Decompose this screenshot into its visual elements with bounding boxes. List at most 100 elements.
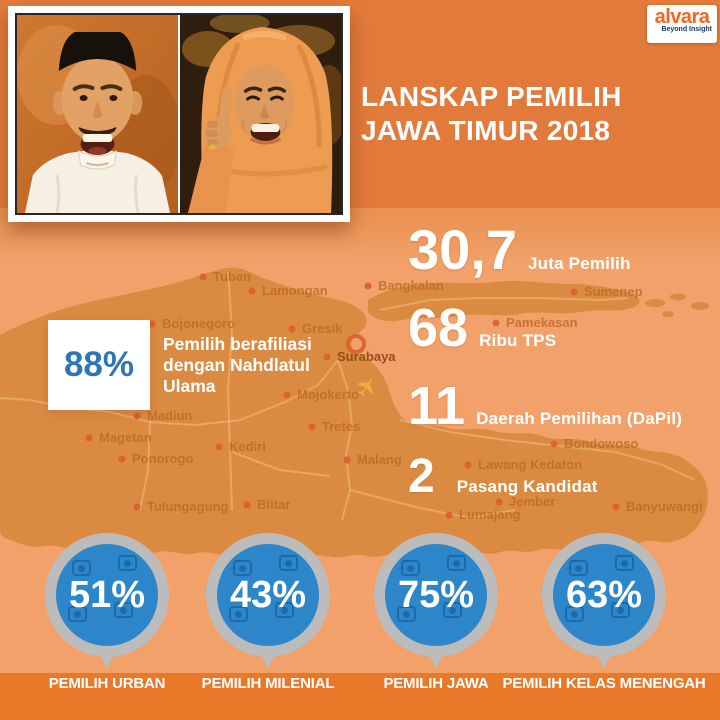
city-dot <box>133 412 141 420</box>
brand-name: alvara <box>654 6 710 28</box>
ballot-icon <box>114 602 133 618</box>
photo-frame <box>15 13 343 215</box>
pin-percentage: 43% <box>229 573 307 616</box>
city-dot <box>612 503 620 511</box>
city-dot <box>492 319 500 327</box>
city-dot <box>85 434 93 442</box>
city-label: Pamekasan <box>506 315 578 330</box>
city-label: Blitar <box>257 497 290 512</box>
pin-kelas-menengah: 63% <box>542 533 666 673</box>
city-label: Gresik <box>302 321 343 336</box>
city-dot <box>364 282 372 290</box>
pin-circle: 63% <box>553 544 655 646</box>
pin-circle: 75% <box>385 544 487 646</box>
city-dot <box>215 443 223 451</box>
small-island <box>645 299 665 307</box>
city-label: Ponorogo <box>132 451 193 466</box>
pin-circle: 51% <box>56 544 158 646</box>
footer-band <box>0 673 720 720</box>
ballot-icon <box>565 606 584 622</box>
segment-label-urban: PEMILIH URBAN <box>48 675 166 692</box>
candidate-photo-female <box>180 15 341 213</box>
east-java-map: Tuban Lamongan Bangkalan Sumenep Bojonegoro G… <box>0 267 709 558</box>
city-label: Mojokerto <box>297 387 359 402</box>
city-label: Kediri <box>229 439 266 454</box>
stat-label: Ribu TPS <box>479 331 557 350</box>
nu-text-line: Ulama <box>163 376 216 396</box>
city-dot <box>248 287 256 295</box>
city-label: Sumenep <box>584 284 643 299</box>
city-dot <box>148 320 156 328</box>
nu-text-line: Pemilih berafiliasi <box>163 334 312 354</box>
candidate-photo-male <box>17 15 178 213</box>
ballot-icon <box>397 606 416 622</box>
city-label: Bangkalan <box>378 278 444 293</box>
city-label: Tuban <box>213 269 251 284</box>
city-label: Tulungagung <box>147 499 228 514</box>
small-island <box>670 293 686 301</box>
ballot-icon <box>447 555 466 571</box>
city-dot <box>118 455 126 463</box>
candidates-photo-panel <box>8 6 350 222</box>
segment-label-milenial: PEMILIH MILENIAL <box>201 675 335 692</box>
pin-percentage: 75% <box>397 573 475 616</box>
title-line-2: JAWA TIMUR 2018 <box>361 115 611 146</box>
ballot-icon <box>275 602 294 618</box>
city-labels-layer: Tuban Lamongan Bangkalan Sumenep Bojonegoro G… <box>85 269 703 522</box>
city-label: Bondowoso <box>564 436 638 451</box>
ballot-icon <box>279 555 298 571</box>
city-dot <box>570 288 578 296</box>
page-title: LANSKAP PEMILIH JAWA TIMUR 2018 <box>361 80 622 148</box>
city-dot <box>133 503 141 511</box>
brand-logo: alvara Beyond Insight <box>647 5 717 43</box>
stat-value: 2 <box>408 450 435 503</box>
stat-value: 68 <box>408 298 469 358</box>
stat-voters: 30,7 Juta Pemilih <box>408 222 631 278</box>
ballot-icon <box>118 555 137 571</box>
ballot-icon <box>443 602 462 618</box>
surabaya-ring-marker <box>346 334 366 354</box>
city-dot <box>445 511 453 519</box>
pin-jawa: 75% <box>374 533 498 673</box>
city-dot <box>550 440 558 448</box>
small-island <box>662 311 674 317</box>
small-island <box>691 302 709 310</box>
city-label: Jember <box>509 494 555 509</box>
city-label: Malang <box>357 452 402 467</box>
ballot-icon <box>229 606 248 622</box>
stat-candidates: 2 Pasang Kandidat <box>408 453 598 501</box>
city-label: Lawang Kedaton <box>478 457 582 472</box>
city-dot <box>464 461 472 469</box>
ballot-icon <box>569 560 588 576</box>
stat-dapil: 11 Daerah Pemilihan (DaPil) <box>408 379 682 433</box>
pin-milenial: 43% <box>206 533 330 673</box>
java-landmass <box>0 267 708 558</box>
stat-tps: 68 Ribu TPS <box>408 301 556 355</box>
pin-percentage: 63% <box>565 573 643 616</box>
stat-value: 30,7 <box>408 218 517 281</box>
pin-percentage: 51% <box>68 573 146 616</box>
ballot-icon <box>611 602 630 618</box>
city-label: Lamongan <box>262 283 328 298</box>
stat-value: 11 <box>408 376 466 436</box>
city-label: Bojonegoro <box>162 316 235 331</box>
city-label: Madiun <box>147 408 193 423</box>
city-dot <box>323 353 331 361</box>
city-dot <box>308 423 316 431</box>
city-label: Tretes <box>322 419 360 434</box>
nu-affiliation-text: Pemilih berafiliasi dengan Nahdlatul Ula… <box>163 334 312 397</box>
city-label: Banyuwangi <box>626 499 703 514</box>
pin-circle: 43% <box>217 544 319 646</box>
road-network <box>0 271 696 521</box>
stat-label: Daerah Pemilihan (DaPil) <box>476 409 683 428</box>
city-label: Surabaya <box>337 349 396 364</box>
ballot-icon <box>401 560 420 576</box>
stat-label: Juta Pemilih <box>528 254 631 273</box>
ballot-icon <box>615 555 634 571</box>
city-dot <box>283 391 291 399</box>
ballot-icon <box>72 560 91 576</box>
segment-label-kelas-menengah: PEMILIH KELAS MENENGAH <box>502 675 706 692</box>
ballot-icon <box>233 560 252 576</box>
city-dot <box>243 501 251 509</box>
city-dot <box>343 456 351 464</box>
